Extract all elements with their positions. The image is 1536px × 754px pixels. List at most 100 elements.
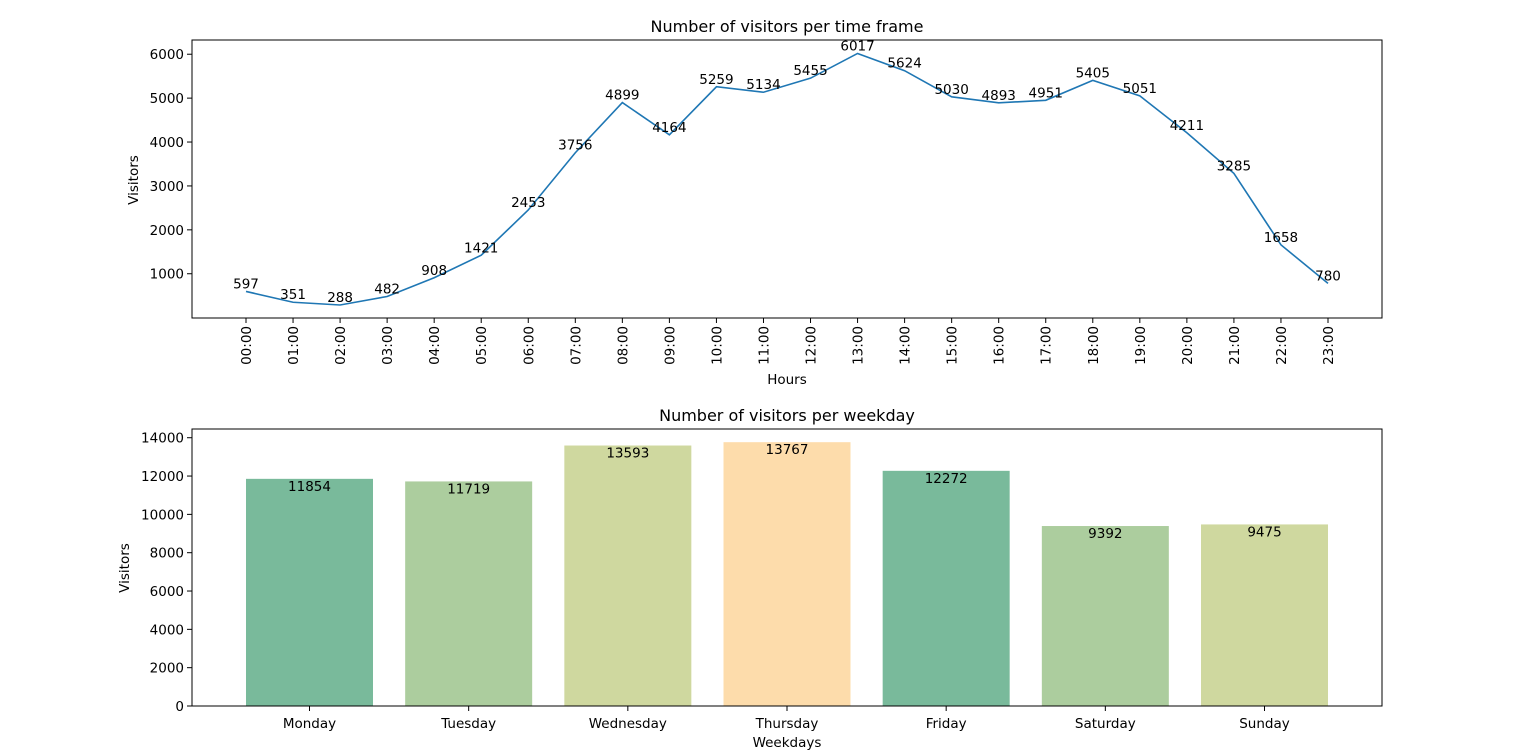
x-tick-label: Wednesday xyxy=(589,716,667,732)
data-label: 4211 xyxy=(1170,118,1204,134)
data-label: 4951 xyxy=(1029,85,1063,101)
data-label: 4164 xyxy=(652,120,686,136)
x-tick-label: Monday xyxy=(283,716,336,732)
line-chart-data-labels: 597 351 288 482 908 1421 2453 3756 4899 4164 5259 5… xyxy=(233,38,1341,306)
y-tick-label: 2000 xyxy=(150,223,184,239)
line-chart-x-ticks: 00:00 01:00 02:00 03:00 04:00 05:00 06:00 07:00… xyxy=(239,318,1337,365)
data-label: 9392 xyxy=(1088,526,1122,542)
x-tick-label: 13:00 xyxy=(851,326,867,365)
x-tick-label: 10:00 xyxy=(709,326,725,365)
y-tick-label: 1000 xyxy=(150,267,184,283)
y-tick-label: 2000 xyxy=(150,661,184,677)
y-tick-label: 6000 xyxy=(150,584,184,600)
data-label: 5051 xyxy=(1123,81,1157,97)
data-label: 288 xyxy=(327,290,353,306)
bar-chart-y-ticks: 0 2000 4000 6000 8000 10000 12000 14000 xyxy=(141,431,192,715)
bar-chart-data-labels: 11854 11719 13593 13767 12272 9392 9475 xyxy=(288,442,1282,542)
data-label: 12272 xyxy=(925,471,968,487)
y-tick-label: 4000 xyxy=(150,622,184,638)
data-label: 597 xyxy=(233,276,259,292)
line-chart-y-axis-label: Visitors xyxy=(126,155,142,205)
data-label: 4899 xyxy=(605,88,639,104)
x-tick-label: 02:00 xyxy=(333,326,349,365)
x-tick-label: 15:00 xyxy=(945,326,961,365)
data-label: 11854 xyxy=(288,479,331,495)
y-tick-label: 12000 xyxy=(141,469,184,485)
data-label: 780 xyxy=(1315,268,1341,284)
data-label: 9475 xyxy=(1247,524,1281,540)
y-tick-label: 6000 xyxy=(150,47,184,63)
x-tick-label: 18:00 xyxy=(1086,326,1102,365)
x-tick-label: Friday xyxy=(926,716,967,732)
data-label: 4893 xyxy=(982,88,1016,104)
x-tick-label: 03:00 xyxy=(380,326,396,365)
data-label: 1421 xyxy=(464,240,498,256)
data-label: 908 xyxy=(421,263,447,279)
x-tick-label: 19:00 xyxy=(1133,326,1149,365)
bar-chart-x-axis-label: Weekdays xyxy=(753,735,822,751)
x-tick-label: 09:00 xyxy=(662,326,678,365)
x-tick-label: 05:00 xyxy=(474,326,490,365)
data-label: 2453 xyxy=(511,195,545,211)
y-tick-label: 4000 xyxy=(150,135,184,151)
line-chart-title: Number of visitors per time frame xyxy=(651,17,924,36)
x-tick-label: 16:00 xyxy=(992,326,1008,365)
x-tick-label: 12:00 xyxy=(804,326,820,365)
x-tick-label: 21:00 xyxy=(1227,326,1243,365)
bar xyxy=(405,481,533,706)
x-tick-label: 07:00 xyxy=(568,326,584,365)
data-label: 1658 xyxy=(1264,230,1298,246)
bar xyxy=(246,478,373,706)
y-tick-label: 8000 xyxy=(150,546,184,562)
bar xyxy=(723,442,851,706)
x-tick-label: 00:00 xyxy=(239,326,255,365)
x-tick-label: 11:00 xyxy=(756,326,772,365)
data-label: 5405 xyxy=(1076,65,1110,81)
x-tick-label: 20:00 xyxy=(1180,326,1196,365)
line-chart-x-axis-label: Hours xyxy=(767,372,807,388)
x-tick-label: 04:00 xyxy=(427,326,443,365)
data-label: 11719 xyxy=(447,481,490,497)
y-tick-label: 5000 xyxy=(150,91,184,107)
x-tick-label: 14:00 xyxy=(898,326,914,365)
line-chart: Number of visitors per time frame 1000 20… xyxy=(126,17,1383,388)
data-label: 5030 xyxy=(934,82,968,98)
y-tick-label: 14000 xyxy=(141,431,184,447)
data-label: 6017 xyxy=(840,38,874,54)
data-label: 3285 xyxy=(1217,158,1251,174)
y-tick-label: 3000 xyxy=(150,179,184,195)
x-tick-label: 01:00 xyxy=(286,326,302,365)
x-tick-label: 17:00 xyxy=(1039,326,1055,365)
x-tick-label: Thursday xyxy=(755,716,819,732)
bar-chart-x-ticks: Monday Tuesday Wednesday Thursday Friday Satu… xyxy=(283,706,1290,732)
y-tick-label: 0 xyxy=(175,699,184,715)
data-label: 5624 xyxy=(887,56,921,72)
data-label: 351 xyxy=(280,287,306,303)
bar xyxy=(882,470,1010,706)
line-chart-y-ticks: 1000 2000 3000 4000 5000 6000 xyxy=(150,47,192,283)
x-tick-label: 22:00 xyxy=(1274,326,1290,365)
bar xyxy=(1041,526,1169,706)
data-label: 13767 xyxy=(766,442,809,458)
data-label: 5259 xyxy=(699,72,733,88)
x-tick-label: 06:00 xyxy=(521,326,537,365)
data-label: 5455 xyxy=(793,63,827,79)
x-tick-label: Saturday xyxy=(1075,716,1136,732)
bar-chart: Number of visitors per weekday 0 2000 4000… xyxy=(117,406,1383,751)
data-label: 13593 xyxy=(606,446,649,462)
bar xyxy=(1201,524,1328,706)
data-label: 482 xyxy=(374,281,400,297)
x-tick-label: Sunday xyxy=(1239,716,1290,732)
bar xyxy=(564,445,692,706)
data-label: 3756 xyxy=(558,138,592,154)
bar-chart-bars xyxy=(246,442,1328,706)
x-tick-label: 23:00 xyxy=(1321,326,1337,365)
x-tick-label: 08:00 xyxy=(615,326,631,365)
bar-chart-title: Number of visitors per weekday xyxy=(659,406,915,425)
bar-chart-y-axis-label: Visitors xyxy=(117,543,133,593)
line-chart-plot-area xyxy=(191,39,1383,319)
line-chart-series-line xyxy=(245,52,1329,306)
y-tick-label: 10000 xyxy=(141,507,184,523)
x-tick-label: Tuesday xyxy=(440,716,496,732)
